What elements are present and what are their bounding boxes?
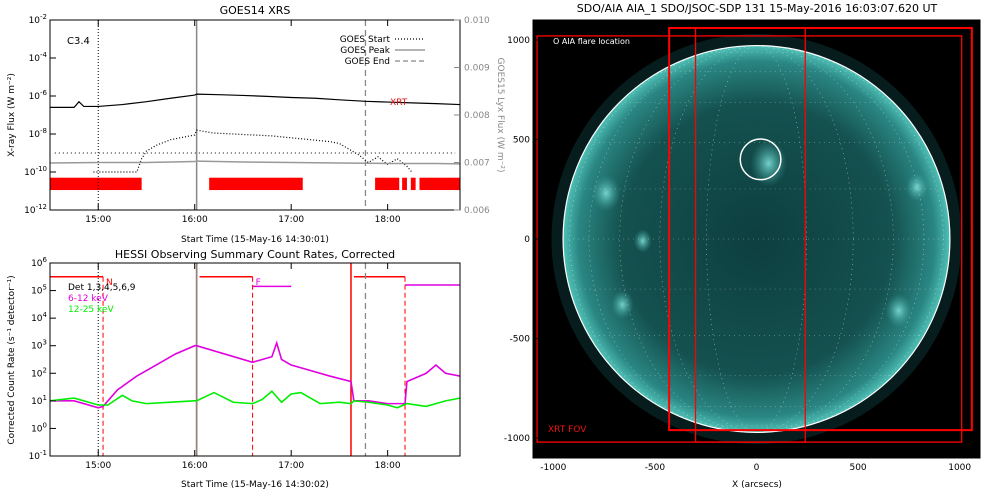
goes-legend-label-1: GOES Peak xyxy=(340,46,390,56)
sun-active-region-1 xyxy=(611,290,634,319)
goes-long-channel-line xyxy=(50,93,460,109)
hessi-x-axis-label: Start Time (15-May-16 14:30:02) xyxy=(181,480,329,490)
hessi-series-6-12-keV xyxy=(50,340,460,409)
goes-y-tick-label-2: 10-6 xyxy=(29,89,48,102)
goes-y-axis-label: X-ray Flux (W m⁻²) xyxy=(7,73,17,157)
sun-disk xyxy=(563,45,950,433)
sun-longitude-line xyxy=(619,45,894,433)
goes-red-bar-5 xyxy=(419,177,460,191)
sun-longitude-line xyxy=(659,45,854,433)
goes-red-bar-2 xyxy=(375,177,400,191)
hessi-y-tick-label-1: 105 xyxy=(31,284,47,297)
flare-location-circle xyxy=(739,138,782,181)
hessi-y-tick-label-4: 102 xyxy=(31,366,47,379)
goes-right-tick-label-0: 0.010 xyxy=(464,16,490,26)
hessi-legend-6-12: 6-12 keV xyxy=(68,294,109,304)
hessi-y-tick-label-3: 103 xyxy=(31,339,47,352)
goes-legend-label-2: GOES End xyxy=(345,57,390,67)
goes-short-channel-line xyxy=(93,129,413,173)
aia-panel: SDO/AIA AIA_1 SDO/JSOC-SDP 131 15-May-20… xyxy=(504,2,981,490)
hessi-y-tick-label-2: 104 xyxy=(31,311,47,324)
goes-red-bar-0 xyxy=(50,177,142,191)
hessi-title: HESSI Observing Summary Count Rates, Cor… xyxy=(115,248,395,261)
goes-x-axis-label: Start Time (15-May-16 14:30:01) xyxy=(181,235,329,245)
aia-x-axis-label: X (arcsecs) xyxy=(732,480,782,490)
hessi-flag-letter-0: N xyxy=(106,278,113,288)
goes-x-tick-label-2: 17:00 xyxy=(278,215,304,225)
aia-y-tick-label-3: -500 xyxy=(510,335,531,345)
hessi-panel: HESSI Observing Summary Count Rates, Cor… xyxy=(7,248,461,490)
aia-x-tick-label-2: 0 xyxy=(754,463,760,473)
hessi-y-axis-label: Corrected Count Rate (s⁻¹ detector⁻¹) xyxy=(7,275,17,444)
goes-right-axis-label: GOES15 Lyx Flux (W m⁻²) xyxy=(495,58,505,173)
aia-flare-location-label: O AIA flare location xyxy=(553,37,630,46)
goes-right-tick-label-3: 0.007 xyxy=(464,159,490,169)
aia-x-tick-label-3: 500 xyxy=(849,463,866,473)
goes-red-bar-3 xyxy=(402,177,407,191)
goes-class-label: C3.4 xyxy=(67,36,90,47)
aia-x-tick-label-1: -500 xyxy=(645,463,666,473)
hessi-x-tick-label-2: 17:00 xyxy=(278,461,304,471)
aia-y-tick-label-4: -1000 xyxy=(504,434,530,444)
hessi-y-tick-label-0: 106 xyxy=(31,256,47,269)
sun-active-region-2 xyxy=(885,293,912,328)
aia-y-tick-label-0: 1000 xyxy=(507,36,530,46)
sun-active-region-3 xyxy=(905,173,929,202)
goes-xrt-label: XRT xyxy=(390,98,408,108)
goes-x-tick-label-1: 16:00 xyxy=(182,215,208,225)
sun-active-region-5 xyxy=(633,229,652,253)
hessi-y-tick-label-6: 100 xyxy=(31,421,47,434)
xrt-fov-box-2 xyxy=(694,27,806,443)
goes-red-bar-4 xyxy=(410,177,416,191)
goes-red-bar-1 xyxy=(209,177,303,191)
hessi-x-tick-label-0: 15:00 xyxy=(85,461,111,471)
hessi-flag-letter-1: F xyxy=(256,278,261,288)
goes-title: GOES14 XRS xyxy=(220,4,291,17)
goes-y-tick-label-5: 10-12 xyxy=(24,203,47,216)
goes-x-tick-label-3: 18:00 xyxy=(375,215,401,225)
hessi-axes-frame xyxy=(49,262,461,457)
hessi-y-tick-label-5: 101 xyxy=(31,394,47,407)
aia-xrt-fov-label: XRT FOV xyxy=(548,425,587,435)
aia-y-tick-label-2: 0 xyxy=(524,235,530,245)
goes-y-tick-label-3: 10-8 xyxy=(29,127,47,140)
goes-panel: GOES14 XRS 15:00 16:00 17:00 18:00 10-2 10-4 1… xyxy=(7,4,505,245)
xrt-fov-box-1 xyxy=(668,26,973,432)
hessi-y-tick-label-7: 10-1 xyxy=(29,449,47,462)
sun-longitude-line xyxy=(588,45,925,433)
goes-legend-label-0: GOES Start xyxy=(340,35,391,45)
goes-right-tick-label-1: 0.009 xyxy=(464,64,490,74)
goes-lyx-line xyxy=(50,160,460,165)
sun-limb xyxy=(562,44,951,434)
aia-x-tick-label-4: 1000 xyxy=(948,463,971,473)
goes-right-tick-label-4: 0.006 xyxy=(464,206,490,216)
goes-right-tick-label-2: 0.008 xyxy=(464,111,490,121)
hessi-legend-12-25: 12-25 keV xyxy=(68,305,114,315)
goes-y-tick-label-4: 10-10 xyxy=(24,165,47,178)
goes-x-tick-label-0: 15:00 xyxy=(85,215,111,225)
goes-y-tick-label-0: 10-2 xyxy=(29,13,47,26)
sun-active-region-0 xyxy=(591,175,621,212)
aia-x-tick-label-0: -1000 xyxy=(540,463,566,473)
hessi-x-tick-label-3: 18:00 xyxy=(375,461,401,471)
goes-y-tick-label-1: 10-4 xyxy=(29,51,48,64)
hessi-x-tick-label-1: 16:00 xyxy=(182,461,208,471)
hessi-series-12-25-keV xyxy=(50,390,460,409)
aia-y-tick-label-1: 500 xyxy=(513,135,530,145)
sun-active-region-4 xyxy=(750,140,787,187)
hessi-legend-title: Det 1,3,4,5,6,9 xyxy=(68,283,136,293)
aia-title: SDO/AIA AIA_1 SDO/JSOC-SDP 131 15-May-20… xyxy=(577,2,938,15)
